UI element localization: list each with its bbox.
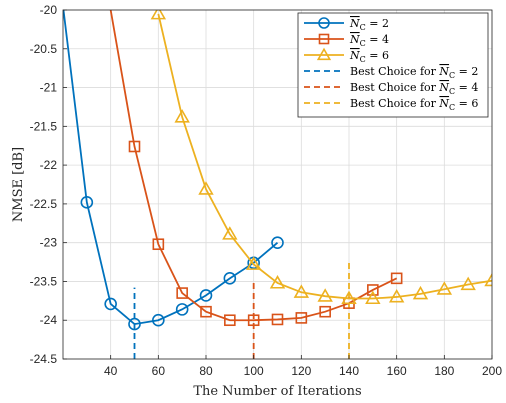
marker-square bbox=[319, 305, 331, 318]
marker-square bbox=[200, 305, 212, 318]
marker-circle bbox=[271, 236, 284, 249]
x-tick-label: 120 bbox=[291, 364, 311, 378]
x-tick-label: 160 bbox=[387, 364, 407, 378]
marker-triangle bbox=[316, 47, 332, 61]
x-tick-label: 60 bbox=[152, 364, 166, 378]
marker-triangle bbox=[222, 226, 238, 240]
marker-triangle bbox=[150, 10, 167, 20]
legend-label: Best Choice for NC = 4 bbox=[350, 81, 478, 96]
x-tick-label: 140 bbox=[339, 364, 359, 378]
marker-triangle bbox=[198, 181, 214, 195]
x-tick-label: 200 bbox=[482, 364, 502, 378]
marker-square bbox=[152, 238, 165, 251]
data-series bbox=[63, 10, 492, 331]
series-triangle bbox=[150, 10, 492, 305]
y-tick-label: -20.5 bbox=[30, 42, 58, 56]
x-tick-label: 180 bbox=[434, 364, 454, 378]
y-tick-label: -21 bbox=[40, 81, 58, 95]
marker-square bbox=[128, 140, 141, 153]
marker-triangle bbox=[245, 256, 262, 270]
marker-square bbox=[176, 287, 188, 299]
marker-triangle bbox=[341, 290, 357, 305]
y-tick-label: -22 bbox=[40, 158, 58, 172]
marker-circle bbox=[152, 313, 165, 327]
y-tick-label: -23.5 bbox=[30, 274, 58, 288]
marker-square bbox=[224, 314, 236, 327]
marker-square bbox=[318, 33, 330, 45]
series-line bbox=[63, 10, 279, 326]
marker-square bbox=[295, 312, 308, 324]
legend-label: NC = 2 bbox=[349, 17, 389, 32]
marker-circle bbox=[199, 289, 213, 302]
marker-triangle bbox=[174, 109, 190, 123]
legend-label: Best Choice for NC = 2 bbox=[350, 65, 478, 80]
marker-triangle bbox=[436, 281, 453, 295]
y-tick-label: -20 bbox=[40, 3, 58, 17]
marker-circle bbox=[80, 196, 94, 209]
x-tick-label: 100 bbox=[244, 364, 264, 378]
marker-triangle bbox=[365, 290, 381, 305]
marker-circle bbox=[223, 272, 237, 285]
plot-frame bbox=[62, 9, 493, 360]
legend-label: NC = 6 bbox=[349, 49, 389, 64]
marker-circle bbox=[128, 317, 141, 331]
x-tick-label: 40 bbox=[104, 364, 118, 378]
y-axis-ticks: -24.5 -24 -23.5 -23 -22.5 -22 -21.5 -21 -20.5 -20 bbox=[30, 3, 67, 366]
marker-triangle bbox=[293, 284, 310, 298]
y-tick-label: -24 bbox=[40, 313, 58, 327]
legend-label: NC = 4 bbox=[349, 33, 389, 48]
y-tick-label: -22.5 bbox=[30, 197, 58, 211]
marker-triangle bbox=[412, 285, 429, 300]
marker-square bbox=[271, 313, 284, 326]
x-axis-ticks: 40 60 80 100 120 140 160 180 200 bbox=[104, 355, 502, 378]
marker-triangle bbox=[460, 276, 476, 291]
series-line bbox=[157, 13, 492, 300]
marker-triangle bbox=[269, 275, 286, 289]
marker-triangle bbox=[388, 289, 405, 303]
marker-circle bbox=[318, 17, 330, 29]
x-axis-title: The Number of Iterations bbox=[193, 384, 361, 399]
y-axis-title: NMSE [dB] bbox=[11, 147, 26, 222]
marker-circle bbox=[104, 297, 117, 311]
y-tick-label: -24.5 bbox=[30, 352, 58, 366]
marker-triangle bbox=[317, 288, 333, 302]
y-tick-label: -23 bbox=[40, 236, 58, 250]
marker-square bbox=[390, 272, 403, 285]
legend-box bbox=[297, 12, 489, 118]
marker-triangle bbox=[484, 272, 492, 287]
x-tick-label: 80 bbox=[199, 364, 213, 378]
legend-label: Best Choice for NC = 6 bbox=[350, 97, 478, 112]
marker-square bbox=[247, 314, 260, 327]
marker-square bbox=[367, 284, 379, 296]
marker-circle bbox=[175, 303, 189, 316]
y-tick-label: -21.5 bbox=[30, 119, 58, 133]
